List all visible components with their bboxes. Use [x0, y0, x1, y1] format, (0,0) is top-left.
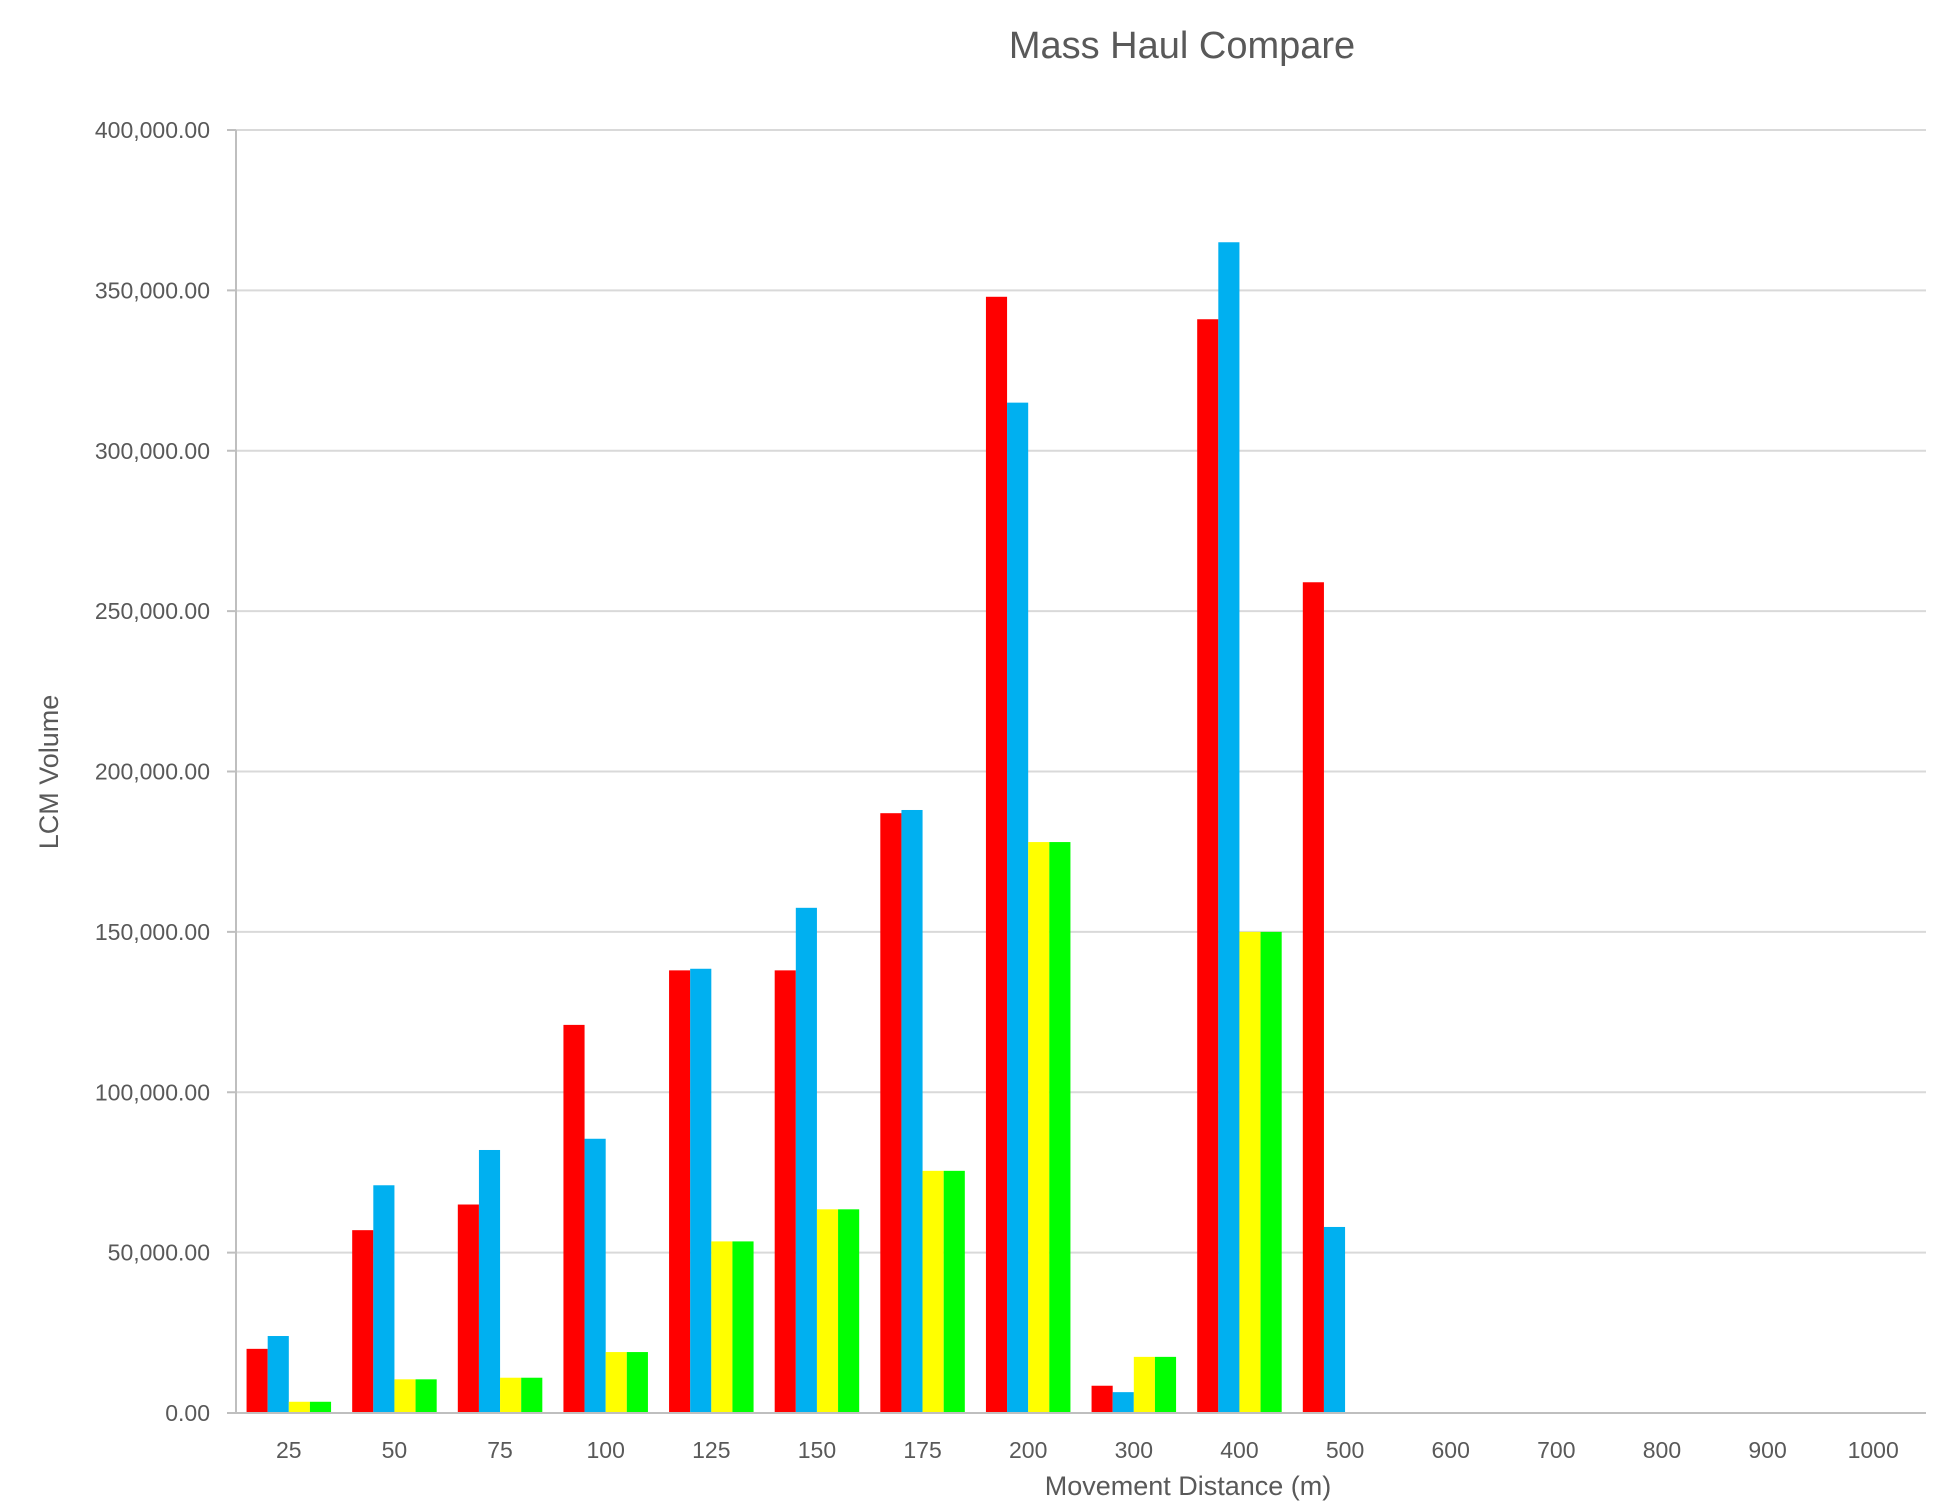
bar: [521, 1377, 543, 1413]
bar: [1154, 1356, 1177, 1413]
y-tick-label: 50,000.00: [108, 1240, 210, 1266]
bar: [267, 1336, 289, 1413]
bar: [415, 1379, 437, 1413]
x-tick-label: 400: [1220, 1437, 1258, 1463]
bar: [1112, 1392, 1134, 1413]
y-tick-label: 0.00: [165, 1400, 210, 1426]
x-tick-label: 100: [587, 1437, 625, 1463]
bar: [500, 1377, 522, 1413]
bar: [352, 1230, 374, 1413]
bar: [732, 1241, 754, 1413]
bar: [943, 1170, 965, 1413]
bar: [288, 1401, 310, 1413]
bar: [795, 907, 817, 1413]
bar: [373, 1185, 395, 1413]
bar: [605, 1352, 627, 1413]
bars: [246, 242, 1346, 1414]
x-tick-label: 300: [1115, 1437, 1153, 1463]
bar: [901, 809, 923, 1413]
bar: [309, 1401, 332, 1413]
x-tick-label: 800: [1643, 1437, 1681, 1463]
bar: [711, 1241, 733, 1413]
y-axis-ticks: 0.00 50,000.00 100,000.00 150,000.00 200,000…: [95, 117, 236, 1426]
x-axis-ticks: 25 50 75 100 125 150 175 200 300 400 500 600 700 800 9…: [276, 1437, 1899, 1463]
bar: [1007, 402, 1029, 1413]
chart-title: Mass Haul Compare: [1009, 25, 1355, 67]
bar: [1239, 931, 1261, 1414]
x-tick-label: 700: [1537, 1437, 1575, 1463]
bar: [880, 813, 902, 1413]
bar: [626, 1352, 648, 1413]
y-tick-label: 200,000.00: [95, 759, 210, 785]
bar: [922, 1170, 944, 1413]
bar: [1091, 1385, 1113, 1413]
gridlines: [236, 129, 1926, 1254]
bar: [690, 968, 712, 1413]
bar: [1049, 842, 1071, 1413]
x-tick-label: 1000: [1848, 1437, 1899, 1463]
y-tick-label: 400,000.00: [95, 117, 210, 143]
bar: [584, 1138, 606, 1413]
bar: [985, 296, 1008, 1413]
x-tick-label: 500: [1326, 1437, 1364, 1463]
x-tick-label: 25: [276, 1437, 302, 1463]
bar: [1323, 1226, 1346, 1413]
bar: [1302, 582, 1324, 1413]
x-axis-label: Movement Distance (m): [1045, 1471, 1332, 1501]
y-axis-label: LCM Volume: [34, 695, 64, 850]
bar: [1028, 842, 1050, 1413]
bar: [478, 1149, 501, 1413]
x-tick-label: 600: [1432, 1437, 1470, 1463]
x-tick-label: 50: [382, 1437, 408, 1463]
x-tick-label: 125: [692, 1437, 730, 1463]
x-tick-label: 175: [903, 1437, 941, 1463]
bar: [1260, 931, 1282, 1414]
y-tick-label: 150,000.00: [95, 919, 210, 945]
bar: [394, 1379, 416, 1413]
bar: [669, 970, 691, 1413]
bar: [1133, 1356, 1155, 1413]
x-tick-label: 900: [1748, 1437, 1786, 1463]
x-tick-label: 200: [1009, 1437, 1047, 1463]
bar: [1197, 319, 1219, 1413]
bar: [457, 1204, 479, 1413]
bar: [1218, 242, 1240, 1413]
bar: [774, 970, 796, 1413]
bar: [246, 1348, 268, 1413]
x-tick-label: 150: [798, 1437, 836, 1463]
y-tick-label: 350,000.00: [95, 277, 210, 303]
bar: [816, 1209, 839, 1413]
y-tick-label: 250,000.00: [95, 598, 210, 624]
bar: [838, 1209, 860, 1413]
bar: [563, 1024, 585, 1413]
x-tick-label: 75: [487, 1437, 513, 1463]
y-tick-label: 100,000.00: [95, 1079, 210, 1105]
y-tick-label: 300,000.00: [95, 438, 210, 464]
